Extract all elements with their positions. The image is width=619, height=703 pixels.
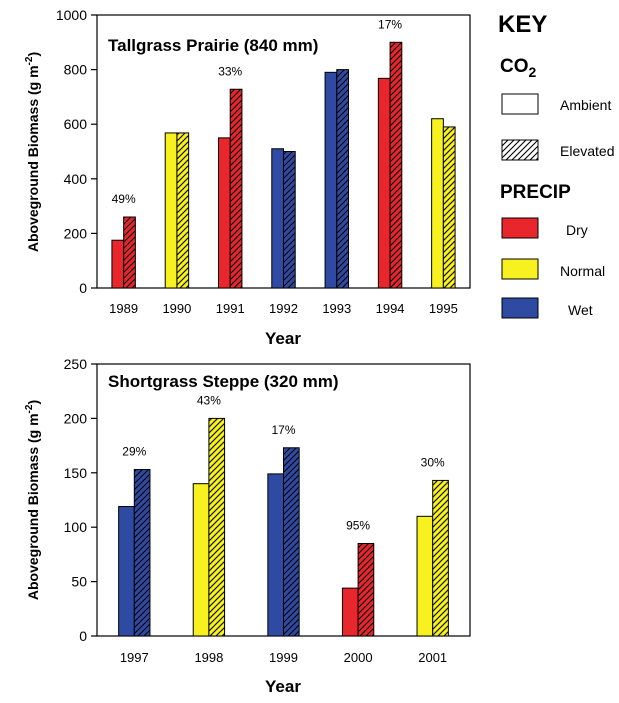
panel-title: Tallgrass Prairie (840 mm): [108, 36, 318, 55]
bar-elevated-hatch: [336, 69, 350, 289]
legend-swatch-elevated: [501, 139, 539, 161]
y-tick-label: 50: [71, 574, 87, 590]
percent-annotation: 95%: [346, 519, 370, 533]
y-tick-label: 250: [64, 356, 88, 372]
bar-ambient: [192, 483, 210, 637]
bar-elevated-hatch: [208, 417, 226, 637]
panel-title: Shortgrass Steppe (320 mm): [108, 372, 339, 391]
shortgrass-panel: Shortgrass Steppe (320 mm) Year Abovegro…: [24, 356, 471, 696]
legend-label-dry: Dry: [566, 222, 588, 238]
percent-annotation: 17%: [378, 17, 402, 31]
y-tick-label: 800: [64, 62, 88, 78]
precip-heading: PRECIP: [500, 182, 571, 203]
legend-label-wet: Wet: [568, 302, 593, 318]
bar-elevated-hatch: [442, 126, 456, 289]
x-tick-label: 1991: [216, 301, 245, 316]
x-tick-label: 1989: [109, 301, 138, 316]
bar-elevated-hatch: [123, 216, 136, 289]
bar-elevated-hatch: [229, 88, 243, 289]
y-tick-label: 600: [64, 116, 88, 132]
y-tick-label: 1000: [56, 7, 87, 23]
legend-label-normal: Normal: [560, 263, 605, 279]
bar-ambient: [416, 515, 434, 637]
bar-ambient: [341, 587, 359, 637]
bar-ambient: [217, 137, 231, 289]
y-tick-label: 0: [79, 280, 87, 296]
bar-ambient: [118, 506, 135, 637]
x-tick-label: 2001: [418, 650, 447, 665]
bar-ambient: [377, 77, 391, 289]
tallgrass-panel: Tallgrass Prairie (840 mm) Year Abovegro…: [24, 7, 471, 348]
bar-ambient: [111, 239, 125, 289]
x-tick-label: 1999: [269, 650, 298, 665]
bar-elevated-hatch: [283, 447, 300, 637]
y-axis-title: Aboveground Biomass (g m-2): [24, 52, 41, 252]
y-axis-title: Aboveground Biomass (g m-2): [24, 400, 41, 600]
legend-label-ambient: Ambient: [560, 97, 611, 113]
bar-ambient: [267, 473, 285, 637]
bar-ambient: [164, 132, 178, 289]
percent-annotation: 49%: [112, 192, 136, 206]
y-tick-label: 400: [64, 171, 88, 187]
bar-elevated-hatch: [432, 479, 449, 637]
y-tick-label: 0: [79, 628, 87, 644]
y-tick-label: 200: [64, 225, 88, 241]
bar-ambient: [271, 148, 284, 289]
percent-annotation: 30%: [421, 455, 445, 469]
legend: KEY CO2 Ambient Elevated PRECIP Dry Norm…: [498, 11, 614, 319]
x-tick-label: 1990: [162, 301, 191, 316]
x-tick-label: 2000: [344, 650, 373, 665]
x-tick-label: 1995: [429, 301, 458, 316]
y-tick-label: 100: [64, 519, 88, 535]
legend-swatch-normal: [501, 258, 539, 280]
legend-swatch-wet: [501, 297, 539, 319]
x-tick-label: 1993: [322, 301, 351, 316]
x-tick-label: 1992: [269, 301, 298, 316]
co2-heading: CO2: [500, 56, 537, 80]
x-tick-label: 1994: [376, 301, 405, 316]
key-title: KEY: [498, 11, 547, 38]
x-tick-label: 1998: [194, 650, 223, 665]
bar-elevated-hatch: [283, 151, 296, 289]
percent-annotation: 29%: [122, 445, 146, 459]
bar-ambient: [431, 118, 444, 289]
percent-annotation: 17%: [271, 423, 295, 437]
percent-annotation: 43%: [197, 393, 221, 407]
bar-ambient: [324, 71, 338, 289]
x-tick-label: 1997: [120, 650, 149, 665]
bar-elevated-hatch: [176, 132, 190, 289]
y-tick-label: 150: [64, 465, 88, 481]
legend-swatch-dry: [501, 217, 539, 239]
bar-elevated-hatch: [389, 41, 403, 289]
x-axis-title: Year: [265, 329, 301, 348]
legend-swatch-ambient: [501, 93, 539, 115]
x-axis-title: Year: [265, 677, 301, 696]
bar-elevated-hatch: [357, 543, 375, 637]
y-tick-label: 200: [64, 410, 88, 426]
bar-elevated-hatch: [133, 469, 151, 637]
percent-annotation: 33%: [218, 64, 242, 78]
legend-label-elevated: Elevated: [560, 143, 614, 159]
